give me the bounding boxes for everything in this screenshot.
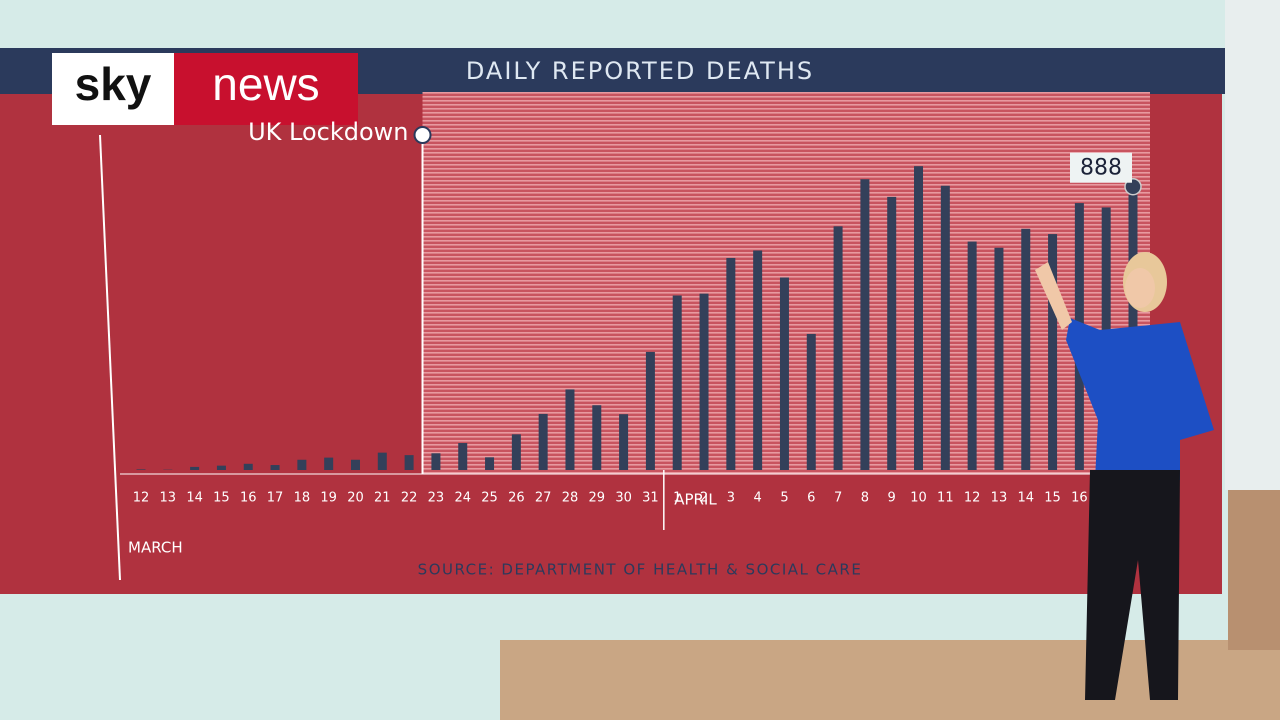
presenter-trousers bbox=[1085, 470, 1180, 700]
bar bbox=[404, 455, 414, 470]
y-axis-line bbox=[99, 134, 121, 581]
x-tick-label: 8 bbox=[861, 491, 869, 506]
floor-right bbox=[1228, 490, 1280, 650]
bar bbox=[243, 463, 253, 470]
x-tick-label: 25 bbox=[481, 491, 498, 506]
bar bbox=[377, 452, 387, 470]
bar bbox=[914, 166, 924, 470]
x-tick-label: 11 bbox=[937, 491, 954, 506]
bar bbox=[458, 443, 468, 470]
bar bbox=[297, 459, 307, 470]
x-tick-label: 31 bbox=[642, 491, 659, 506]
presenter-top bbox=[1066, 318, 1214, 480]
bar bbox=[538, 413, 548, 470]
bar bbox=[672, 295, 682, 470]
x-tick-label: 18 bbox=[294, 491, 311, 506]
x-tick-label: 7 bbox=[834, 491, 842, 506]
bar bbox=[940, 185, 950, 471]
bar bbox=[565, 389, 575, 470]
bar bbox=[1048, 234, 1058, 470]
x-tick-label: 2 bbox=[700, 491, 708, 506]
bar bbox=[619, 414, 629, 470]
x-tick-label: 19 bbox=[320, 491, 337, 506]
x-tick-label: 5 bbox=[780, 491, 788, 506]
x-tick-label: 13 bbox=[991, 491, 1008, 506]
x-tick-label: 15 bbox=[213, 491, 230, 506]
bar bbox=[136, 469, 146, 470]
bar bbox=[994, 247, 1004, 470]
value-label-box bbox=[1070, 152, 1132, 183]
x-tick-label: 6 bbox=[807, 491, 815, 506]
x-tick-label: 4 bbox=[754, 491, 762, 506]
presenter-arm bbox=[1035, 262, 1072, 330]
logo-right-box bbox=[174, 53, 358, 125]
bar bbox=[967, 241, 977, 470]
bar bbox=[806, 333, 816, 470]
month-label: APRIL bbox=[674, 491, 717, 509]
x-tick-label: 3 bbox=[727, 491, 735, 506]
x-tick-label: 17 bbox=[267, 491, 284, 506]
month-label: MARCH bbox=[128, 539, 183, 557]
bar bbox=[485, 457, 495, 470]
bar bbox=[833, 226, 843, 470]
x-tick-label: 26 bbox=[508, 491, 525, 506]
bar bbox=[270, 465, 280, 470]
logo-news: news bbox=[212, 58, 319, 110]
bar bbox=[431, 453, 441, 470]
x-tick-label: 16 bbox=[1071, 491, 1088, 506]
x-tick-label: 15 bbox=[1044, 491, 1061, 506]
x-tick-label: 20 bbox=[347, 491, 364, 506]
lockdown-label: UK Lockdown bbox=[248, 118, 408, 146]
x-tick-label: 14 bbox=[186, 491, 203, 506]
x-tick-label: 16 bbox=[240, 491, 257, 506]
logo: sky news bbox=[52, 53, 358, 125]
bar bbox=[887, 196, 897, 470]
bar bbox=[190, 466, 200, 470]
x-tick-label: 13 bbox=[160, 491, 177, 506]
value-label: 888 bbox=[1080, 156, 1122, 181]
bar bbox=[324, 457, 334, 470]
x-tick-label: 27 bbox=[535, 491, 552, 506]
logo-sky: sky bbox=[75, 58, 152, 110]
bar bbox=[511, 434, 521, 470]
x-tick-label: 10 bbox=[910, 491, 927, 506]
x-tick-label: 12 bbox=[964, 491, 981, 506]
x-tick-label: 9 bbox=[888, 491, 896, 506]
bar bbox=[645, 351, 655, 470]
presenter bbox=[1035, 252, 1214, 700]
x-tick-label: 21 bbox=[374, 491, 391, 506]
x-tick-label: 23 bbox=[428, 491, 445, 506]
bar bbox=[699, 293, 709, 470]
bar bbox=[860, 179, 870, 470]
x-tick-label: 12 bbox=[133, 491, 150, 506]
bar bbox=[350, 459, 360, 470]
logo-left-box bbox=[52, 53, 174, 125]
x-tick-label: 30 bbox=[615, 491, 632, 506]
bar bbox=[592, 405, 602, 470]
x-tick-label: 28 bbox=[562, 491, 579, 506]
x-tick-label: 1 bbox=[673, 491, 681, 506]
x-tick-label: 29 bbox=[589, 491, 606, 506]
x-tick-label: 22 bbox=[401, 491, 418, 506]
bar bbox=[1021, 228, 1031, 470]
bar bbox=[726, 257, 736, 470]
chart-title: DAILY REPORTED DEATHS bbox=[466, 57, 814, 85]
bar bbox=[216, 465, 226, 470]
x-tick-label: 24 bbox=[454, 491, 471, 506]
bar bbox=[753, 250, 763, 470]
side-panel bbox=[1225, 0, 1280, 490]
x-tick-label: 14 bbox=[1017, 491, 1034, 506]
lockdown-marker bbox=[413, 126, 432, 144]
bar bbox=[779, 277, 789, 470]
source: SOURCE: DEPARTMENT OF HEALTH & SOCIAL CA… bbox=[418, 561, 863, 579]
presenter-face bbox=[1125, 268, 1155, 308]
